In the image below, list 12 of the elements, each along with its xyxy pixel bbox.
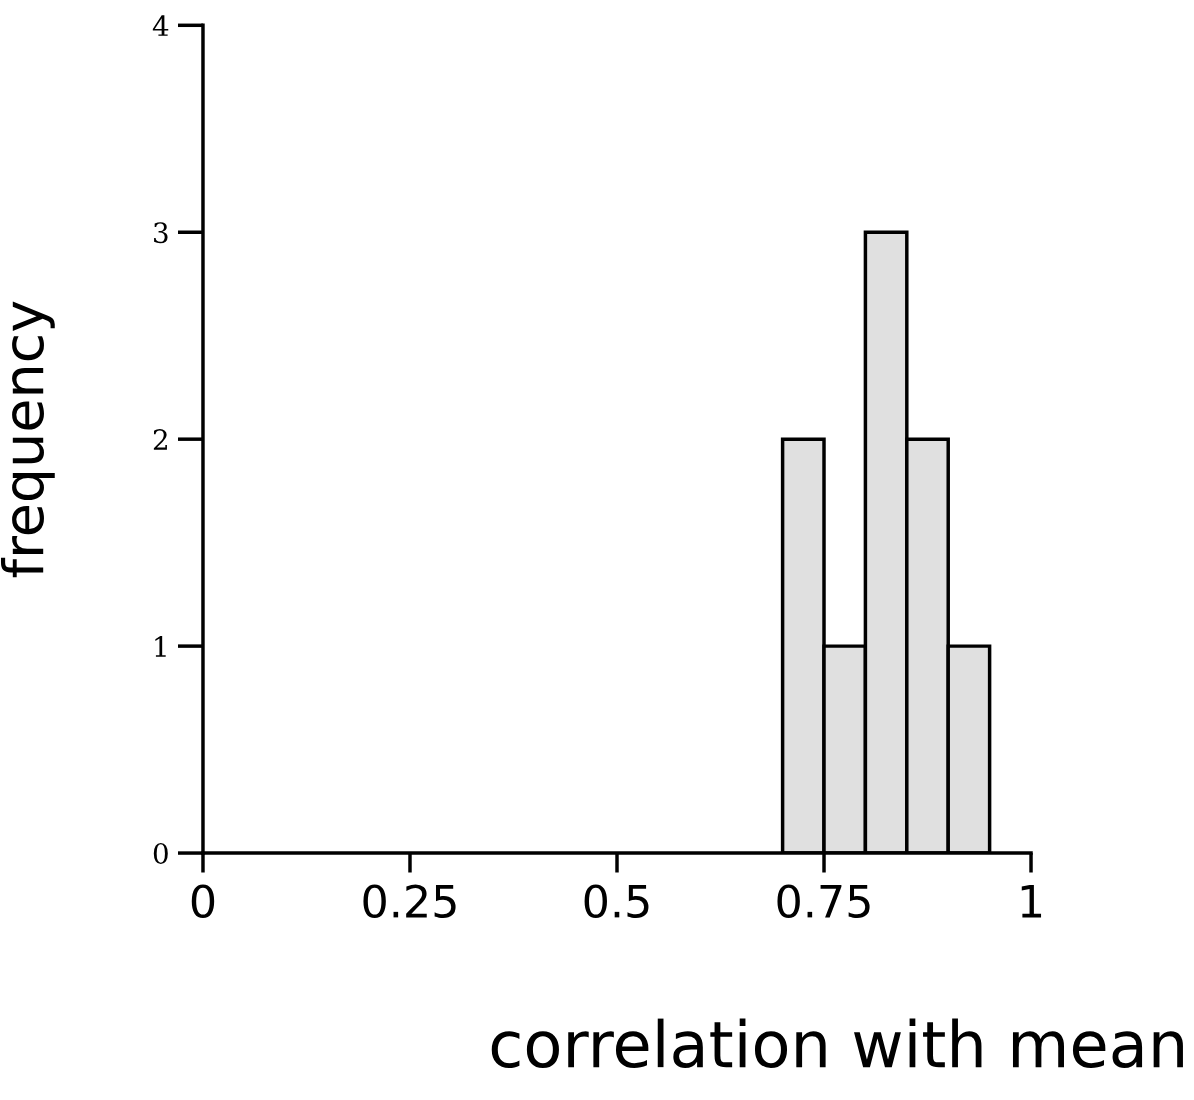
x-tick-label: 0.5 xyxy=(584,884,649,919)
x-tick-label: 0.75 xyxy=(777,884,870,919)
x-tick-label: 0 xyxy=(191,884,215,919)
y-tick-label: 1 xyxy=(155,636,166,657)
y-tick-label: 3 xyxy=(154,222,168,244)
y-tick-label: 0 xyxy=(153,842,168,864)
x-axis-title: correlation with mean xyxy=(491,1018,1183,1069)
x-tick-label: 1 xyxy=(1021,884,1042,918)
y-axis-title: frequency xyxy=(0,301,55,578)
y-tick-label: 4 xyxy=(152,15,169,36)
x-tick-label: 0.25 xyxy=(363,884,456,919)
y-tick-label: 2 xyxy=(153,429,167,450)
